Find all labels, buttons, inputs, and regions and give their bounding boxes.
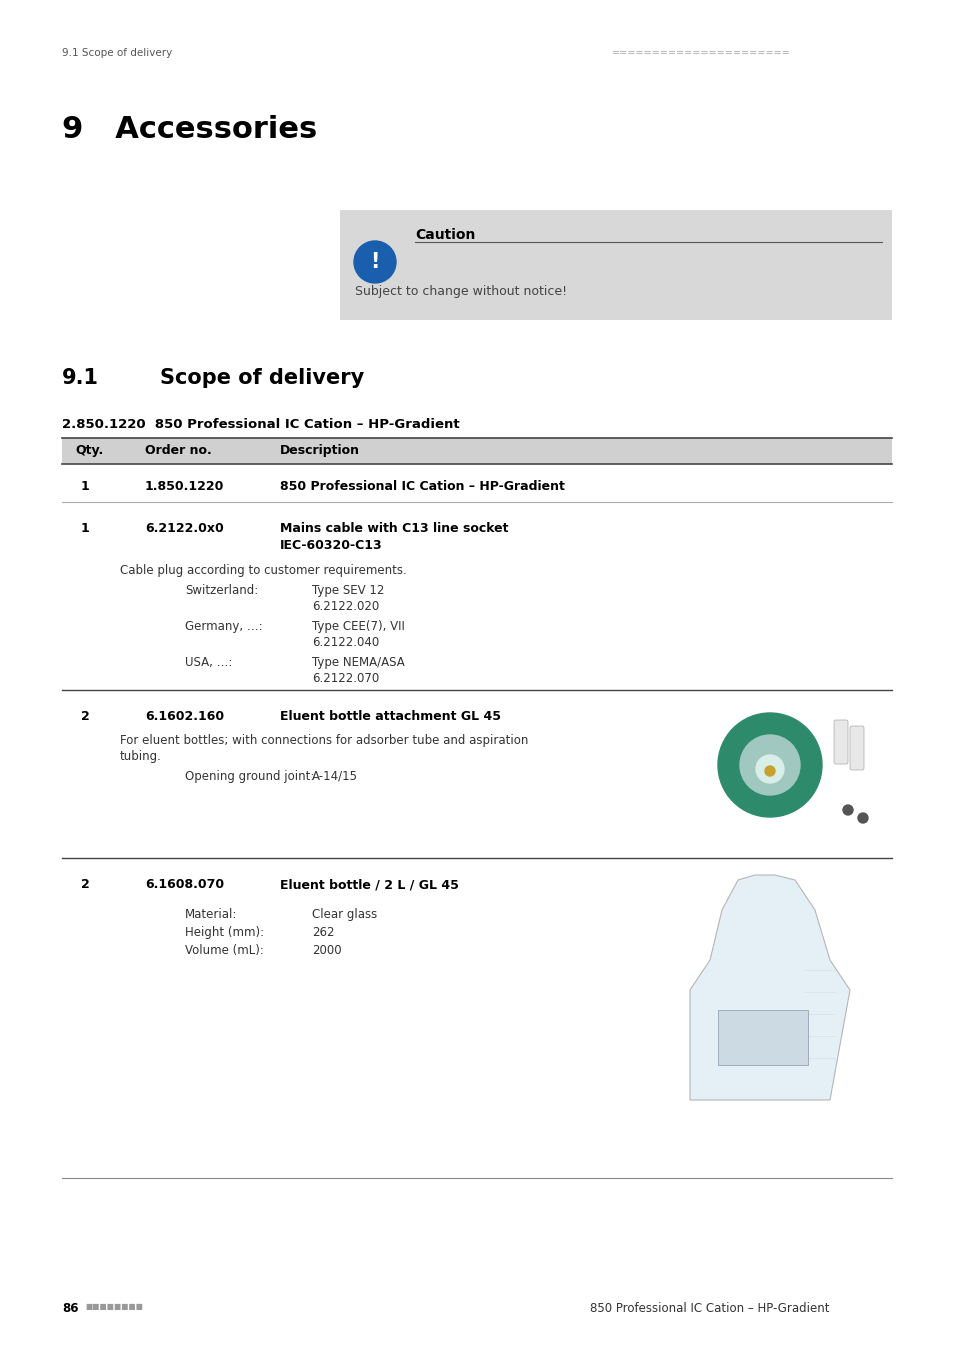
- FancyBboxPatch shape: [339, 211, 891, 320]
- Text: Subject to change without notice!: Subject to change without notice!: [355, 285, 566, 298]
- Text: A-14/15: A-14/15: [312, 769, 357, 783]
- Text: IEC-60320-C13: IEC-60320-C13: [280, 539, 382, 552]
- Text: 6.1608.070: 6.1608.070: [145, 878, 224, 891]
- Text: 1: 1: [81, 481, 90, 493]
- Circle shape: [718, 713, 821, 817]
- Text: Clear glass: Clear glass: [312, 909, 376, 921]
- Text: Height (mm):: Height (mm):: [185, 926, 264, 940]
- Text: For eluent bottles; with connections for adsorber tube and aspiration: For eluent bottles; with connections for…: [120, 734, 528, 747]
- Circle shape: [740, 734, 800, 795]
- Text: Eluent bottle / 2 L / GL 45: Eluent bottle / 2 L / GL 45: [280, 878, 458, 891]
- Circle shape: [354, 242, 395, 284]
- Text: Germany, …:: Germany, …:: [185, 620, 262, 633]
- Text: Switzerland:: Switzerland:: [185, 585, 258, 597]
- Polygon shape: [689, 875, 849, 1100]
- Text: Order no.: Order no.: [145, 444, 212, 458]
- Circle shape: [755, 755, 783, 783]
- Text: Cable plug according to customer requirements.: Cable plug according to customer require…: [120, 564, 406, 576]
- Text: !: !: [370, 252, 379, 271]
- Text: USA, …:: USA, …:: [185, 656, 233, 670]
- Text: Mains cable with C13 line socket: Mains cable with C13 line socket: [280, 522, 508, 535]
- Text: Eluent bottle attachment GL 45: Eluent bottle attachment GL 45: [280, 710, 500, 724]
- Text: 2000: 2000: [312, 944, 341, 957]
- Text: 6.2122.020: 6.2122.020: [312, 599, 379, 613]
- Text: Qty.: Qty.: [75, 444, 103, 458]
- Text: ======================: ======================: [612, 49, 790, 58]
- Text: Type NEMA/ASA: Type NEMA/ASA: [312, 656, 404, 670]
- Text: Volume (mL):: Volume (mL):: [185, 944, 264, 957]
- Text: Description: Description: [280, 444, 359, 458]
- Text: 2.850.1220  850 Professional IC Cation – HP-Gradient: 2.850.1220 850 Professional IC Cation – …: [62, 418, 459, 431]
- Text: 1.850.1220: 1.850.1220: [145, 481, 224, 493]
- Text: 850 Professional IC Cation – HP-Gradient: 850 Professional IC Cation – HP-Gradient: [589, 1301, 828, 1315]
- Text: 9   Accessories: 9 Accessories: [62, 115, 317, 144]
- Text: 6.1602.160: 6.1602.160: [145, 710, 224, 724]
- Text: tubing.: tubing.: [120, 751, 162, 763]
- FancyBboxPatch shape: [849, 726, 863, 770]
- Text: 9.1: 9.1: [62, 369, 99, 387]
- Text: 86: 86: [62, 1301, 78, 1315]
- Text: 6.2122.040: 6.2122.040: [312, 636, 379, 649]
- Circle shape: [764, 765, 774, 776]
- Circle shape: [857, 813, 867, 823]
- Text: 1: 1: [81, 522, 90, 535]
- Text: 6.2122.070: 6.2122.070: [312, 672, 379, 684]
- FancyBboxPatch shape: [833, 720, 847, 764]
- Text: 262: 262: [312, 926, 335, 940]
- FancyBboxPatch shape: [62, 437, 891, 464]
- Text: ■■■■■■■■: ■■■■■■■■: [85, 1301, 143, 1311]
- Text: 2: 2: [81, 710, 90, 724]
- Text: Scope of delivery: Scope of delivery: [160, 369, 364, 387]
- Text: Type CEE(7), VII: Type CEE(7), VII: [312, 620, 404, 633]
- Text: Caution: Caution: [415, 228, 475, 242]
- Text: 850 Professional IC Cation – HP-Gradient: 850 Professional IC Cation – HP-Gradient: [280, 481, 564, 493]
- Text: 6.2122.0x0: 6.2122.0x0: [145, 522, 224, 535]
- Text: Material:: Material:: [185, 909, 237, 921]
- Text: 2: 2: [81, 878, 90, 891]
- Text: 9.1 Scope of delivery: 9.1 Scope of delivery: [62, 49, 172, 58]
- Circle shape: [842, 805, 852, 815]
- Text: Opening ground joint:: Opening ground joint:: [185, 769, 314, 783]
- Text: Type SEV 12: Type SEV 12: [312, 585, 384, 597]
- FancyBboxPatch shape: [718, 1010, 807, 1065]
